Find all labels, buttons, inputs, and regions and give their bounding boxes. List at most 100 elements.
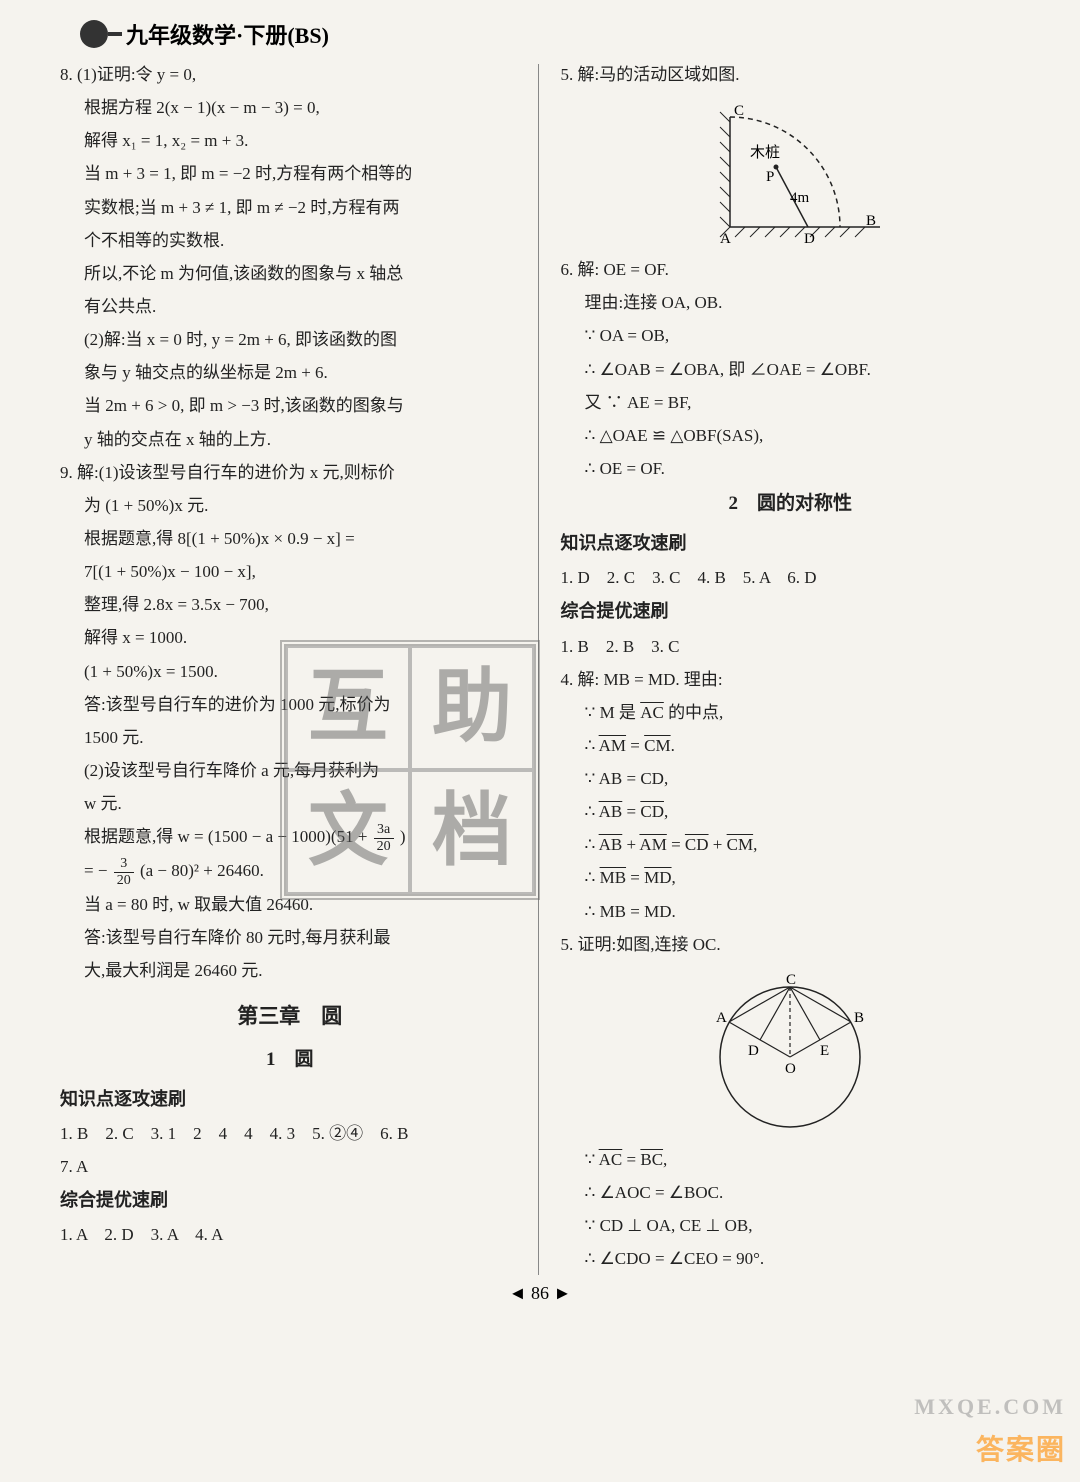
q9-l12b: ) [400,827,406,846]
t: + [622,835,639,854]
lbl-B2: B [854,1010,864,1026]
arc: CD [640,802,664,821]
arc: CD [685,835,709,854]
t: ∵ [585,1150,599,1169]
q4b-l7: ∴ MB = MD, [561,861,1021,894]
q9: 9. 解:(1)设该型号自行车的进价为 x 元,则标价 为 (1 + 50%)x… [60,456,520,988]
q9-num: 9. [60,463,73,482]
t: = [622,802,640,821]
t: = [626,868,644,887]
lbl-4m: 4m [790,190,810,206]
watermark-brand1: 答案圈 [976,1428,1066,1468]
arc: AM [599,736,626,755]
arc: CM [644,736,670,755]
watermark-brand2: MXQE.COM [914,1394,1066,1420]
lbl-C2: C [786,972,796,988]
q8-l3: 解得 x₁ = 1, x₂ = m + 3. [60,124,520,157]
circle-svg: C A B D E O [700,967,880,1137]
lbl-A2: A [716,1010,727,1026]
lbl-c: C [734,103,744,119]
lbl-muzhu: 木桩 [750,144,780,161]
q8-l6: 个不相等的实数根. [60,224,520,257]
header-title: 九年级数学·下册(BS) [126,18,329,50]
lbl-a: A [720,231,731,247]
zhty-answers-2: 1. B 2. B 3. C [561,630,1021,663]
page-header: 九年级数学·下册(BS) [0,0,1080,58]
kzd-answers-2: 1. D 2. C 3. C 4. B 5. A 6. D [561,561,1021,594]
frac1-den: 20 [374,839,394,854]
frac2-den: 20 [114,873,134,888]
q9-l13b: (a − 80)² + 26460. [140,861,264,880]
q8-l10: 象与 y 轴交点的纵坐标是 2m + 6. [60,356,520,389]
q6-l4: ∴ ∠OAB = ∠OBA, 即 ∠OAE = ∠OBF. [561,353,1021,386]
q8-l4: 当 m + 3 = 1, 即 m = −2 时,方程有两个相等的 [60,157,520,190]
q6-l7: ∴ OE = OF. [561,452,1021,485]
kzd-heading: 知识点逐攻速刷 [60,1082,520,1117]
q9-l8: 答:该型号自行车的进价为 1000 元,标价为 [60,688,520,721]
t: . [671,736,675,755]
frac1-num: 3a [374,822,394,838]
q8-l1: (1)证明:令 y = 0, [77,65,196,84]
t: = [667,835,685,854]
arc: CM [727,835,753,854]
q6: 6. 解: OE = OF. 理由:连接 OA, OB. ∵ OA = OB, … [561,253,1021,485]
circle-oc-figure: C A B D E O [561,967,1021,1137]
t: ∴ [585,835,599,854]
q9-l3: 根据题意,得 8[(1 + 50%)x × 0.9 − x] = [60,522,520,555]
q9-l9: 1500 元. [60,721,520,754]
lbl-D2: D [748,1043,759,1059]
horse-region-figure: C 木桩 P 4m A D B [561,97,1021,247]
q6-l5: 又 ∵ AE = BF, [561,386,1021,419]
t: , [753,835,757,854]
q4b-l1: 解: MB = MD. 理由: [578,670,723,689]
arc: AM [639,835,666,854]
t: + [709,835,727,854]
lbl-b: B [866,213,876,229]
arc: MD [644,868,671,887]
q8: 8. (1)证明:令 y = 0, 根据方程 2(x − 1)(x − m − … [60,58,520,456]
q9-l14: 当 a = 80 时, w 取最大值 26460. [60,888,520,921]
header-circle-icon [80,20,108,48]
q8-l11: 当 2m + 6 > 0, 即 m > −3 时,该函数的图象与 [60,389,520,422]
q5b-l5: ∴ ∠CDO = ∠CEO = 90°. [561,1242,1021,1275]
q4b-l3: ∴ AM = CM. [561,729,1021,762]
q6-l1: 解: OE = OF. [578,260,669,279]
t: , [663,1150,667,1169]
t: , [664,802,668,821]
lbl-p: P [766,169,774,185]
kzd-heading-2: 知识点逐攻速刷 [561,526,1021,561]
t: = [626,736,644,755]
q4b-l5: ∴ AB = CD, [561,795,1021,828]
q5b-l3: ∴ ∠AOC = ∠BOC. [561,1176,1021,1209]
q8-num: 8. [60,65,73,84]
q8-l12: y 轴的交点在 x 轴的上方. [60,423,520,456]
q4b-l2: ∵ M 是 AC 的中点, [561,696,1021,729]
q9-l15: 答:该型号自行车降价 80 元时,每月获利最 [60,921,520,954]
q9-l13a: = − [84,861,112,880]
t: , [672,868,676,887]
content-area: 8. (1)证明:令 y = 0, 根据方程 2(x − 1)(x − m − … [0,58,1080,1275]
section-title-1: 1 圆 [60,1041,520,1078]
q9-l5: 整理,得 2.8x = 3.5x − 700, [60,588,520,621]
t: 的中点, [664,703,724,722]
q9-l7: (1 + 50%)x = 1500. [60,655,520,688]
q9-l10: (2)设该型号自行车降价 a 元,每月获利为 [60,754,520,787]
q5: 5. 解:马的活动区域如图. [561,58,1021,91]
q6-l2: 理由:连接 OA, OB. [561,286,1021,319]
arc: AB [599,802,623,821]
q4b-l8: ∴ MB = MD. [561,895,1021,928]
arc: MB [600,868,626,887]
q9-l16: 大,最大利润是 26460 元. [60,954,520,987]
horse-svg: C 木桩 P 4m A D B [690,97,890,247]
q5b-l4: ∵ CD ⊥ OA, CE ⊥ OB, [561,1209,1021,1242]
q9-l6: 解得 x = 1000. [60,621,520,654]
q8-l5: 实数根;当 m + 3 ≠ 1, 即 m ≠ −2 时,方程有两 [60,191,520,224]
t: = [622,1150,640,1169]
zhty-heading-2: 综合提优速刷 [561,594,1021,629]
q5-l1: 解:马的活动区域如图. [578,65,740,84]
q9-l12: 根据题意,得 w = (1500 − a − 1000)(51 + 3a20 ) [60,820,520,854]
q8-l8: 有公共点. [60,290,520,323]
kzd-answers: 1. B 2. C 3. 1 2 4 4 4. 3 5. ②④ 6. B [60,1117,520,1150]
q9-l13: = − 320 (a − 80)² + 26460. [60,854,520,888]
chapter-title: 第三章 圆 [60,996,520,1037]
